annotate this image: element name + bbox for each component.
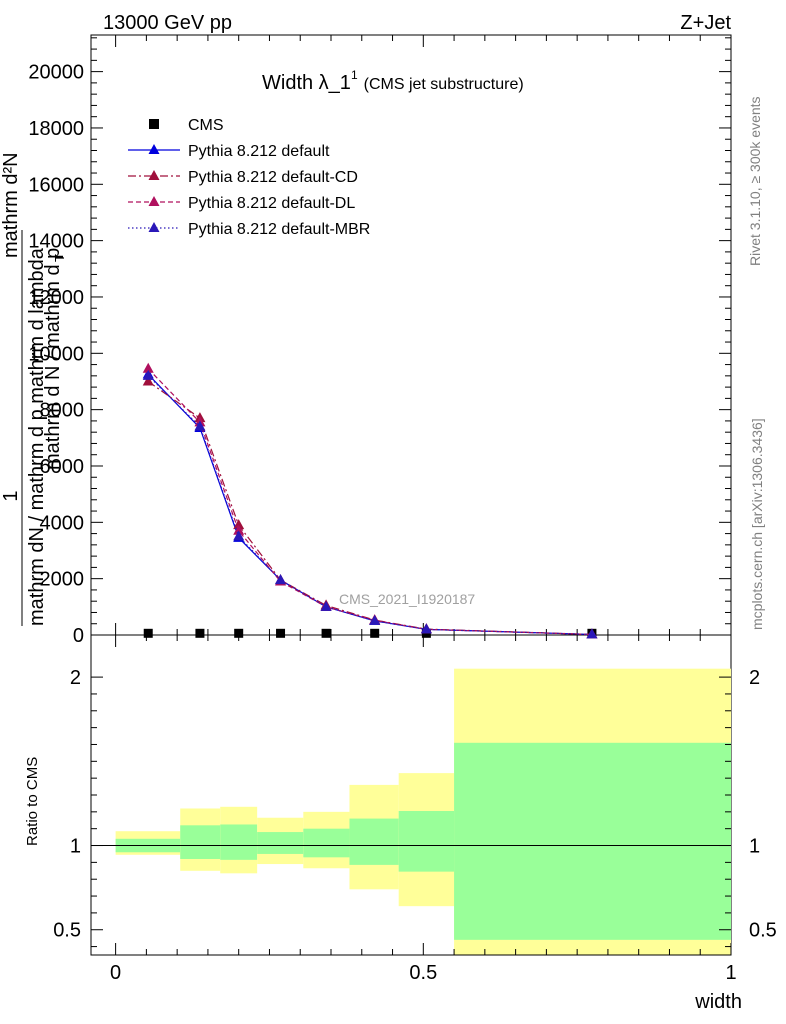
legend-marker: [148, 196, 160, 206]
series-marker: [420, 623, 432, 634]
series-line: [147, 375, 592, 636]
cms-data-point: [143, 628, 153, 638]
legend-label: Pythia 8.212 default-MBR: [188, 221, 370, 238]
main-axis-ticks: 0 2000 4000 6000 8000 10000 12000 14000 16000 180…: [28, 35, 732, 647]
series-marker: [142, 375, 154, 386]
plot-title: Width λ_11 (CMS jet substructure): [262, 68, 524, 94]
x-tick-label: 0: [110, 962, 121, 984]
process-label: Z+Jet: [680, 12, 731, 34]
series-0: [143, 628, 597, 638]
main-y-tick-label: 6000: [40, 456, 85, 478]
y-label-subscript-t: T: [52, 254, 67, 262]
series-marker: [194, 420, 206, 431]
main-y-axis-label: 1 mathrm d²N mathrm dN / mathrm d p math…: [0, 152, 67, 626]
series-marker: [142, 362, 154, 373]
main-y-tick-label: 10000: [28, 343, 84, 365]
legend-marker: [148, 222, 160, 232]
legend-marker: [148, 170, 160, 180]
series-marker: [233, 519, 245, 530]
ratio-y-tick-label-left: 1: [70, 836, 81, 858]
ratio-y-axis-label: Ratio to CMS: [24, 757, 41, 846]
cms-data-point: [234, 628, 244, 638]
legend-entry-3: Pythia 8.212 default-DL: [128, 195, 355, 212]
x-tick-label: 0.5: [409, 962, 437, 984]
series-marker: [233, 524, 245, 535]
legend-entry-2: Pythia 8.212 default-CD: [128, 169, 358, 186]
series-marker: [320, 600, 332, 611]
legend-label: Pythia 8.212 default: [188, 143, 330, 160]
legend-entry-1: Pythia 8.212 default: [128, 143, 330, 160]
legend-entry-0: CMS: [149, 117, 224, 134]
series-line: [147, 380, 592, 636]
cms-data-point: [195, 628, 205, 638]
ratio-green-band-7: [454, 742, 731, 940]
main-y-tick-label: 2000: [40, 569, 85, 591]
series-marker: [586, 628, 598, 639]
main-series-group: [142, 362, 598, 639]
ratio-uncertainty-bands: [91, 668, 731, 955]
series-marker: [142, 369, 154, 380]
rivet-version-label: Rivet 3.1.10, ≥ 300k events: [747, 96, 763, 266]
series-marker: [275, 574, 287, 585]
energy-label: 13000 GeV pp: [103, 12, 232, 34]
x-tick-label: 1: [725, 962, 736, 984]
main-y-tick-label: 16000: [28, 174, 84, 196]
main-y-tick-label: 18000: [28, 118, 84, 140]
series-marker: [369, 614, 381, 625]
y-label-garbled-3: mathrm d N / mathrm d p: [42, 248, 64, 470]
ratio-y-tick-label-right: 2: [749, 667, 760, 689]
plot-title-superscript: 1: [351, 68, 358, 82]
ratio-y-tick-label-right: 1: [749, 836, 760, 858]
plot-title-subtitle: (CMS jet substructure): [364, 76, 524, 93]
legend-label: Pythia 8.212 default-DL: [188, 195, 355, 212]
ratio-green-band-2: [220, 824, 258, 860]
series-marker: [233, 530, 245, 541]
main-y-tick-label: 20000: [28, 62, 84, 84]
y-label-garbled-1: mathrm d²N: [0, 152, 22, 258]
ratio-green-band-1: [180, 825, 221, 859]
main-y-tick-label: 8000: [40, 400, 85, 422]
ratio-axis-ticks: 0.5 0.5 1 1 2 2 0 0.5 1: [53, 635, 777, 984]
ratio-y-tick-label-left: 0.5: [53, 920, 81, 942]
main-y-tick-label: 4000: [40, 512, 85, 534]
legend-entry-4: Pythia 8.212 default-MBR: [128, 221, 370, 238]
ratio-green-band-4: [303, 828, 350, 858]
ratio-y-tick-label-right: 0.5: [749, 920, 777, 942]
main-y-tick-label: 14000: [28, 231, 84, 253]
legend-marker: [148, 144, 160, 154]
legend: CMS Pythia 8.212 default Pythia 8.212 defa…: [128, 117, 370, 238]
plot-title-main: Width λ_1: [262, 72, 351, 94]
main-y-tick-label: 0: [73, 625, 84, 647]
ratio-y-tick-label-left: 2: [70, 667, 81, 689]
series-4: [142, 369, 598, 639]
cms-data-point: [276, 628, 286, 638]
main-y-tick-label: 12000: [28, 287, 84, 309]
analysis-watermark: CMS_2021_I1920187: [339, 591, 475, 607]
y-label-fraction-numerator: 1: [0, 490, 22, 501]
cms-data-point: [321, 628, 331, 638]
ratio-green-band-5: [349, 818, 399, 865]
y-label-garbled-2: mathrm dN / mathrm d p mathrm d lambda: [26, 247, 48, 626]
cms-data-point: [370, 628, 380, 638]
main-plot-frame: [90, 34, 732, 636]
source-label: mcplots.cern.ch [arXiv:1306.3436]: [749, 418, 765, 630]
legend-label: Pythia 8.212 default-CD: [188, 169, 358, 186]
legend-label: CMS: [188, 117, 224, 134]
ratio-green-band-6: [398, 811, 455, 872]
x-axis-label: width: [694, 991, 742, 1013]
legend-marker: [149, 119, 159, 129]
ratio-green-band-3: [257, 832, 304, 854]
